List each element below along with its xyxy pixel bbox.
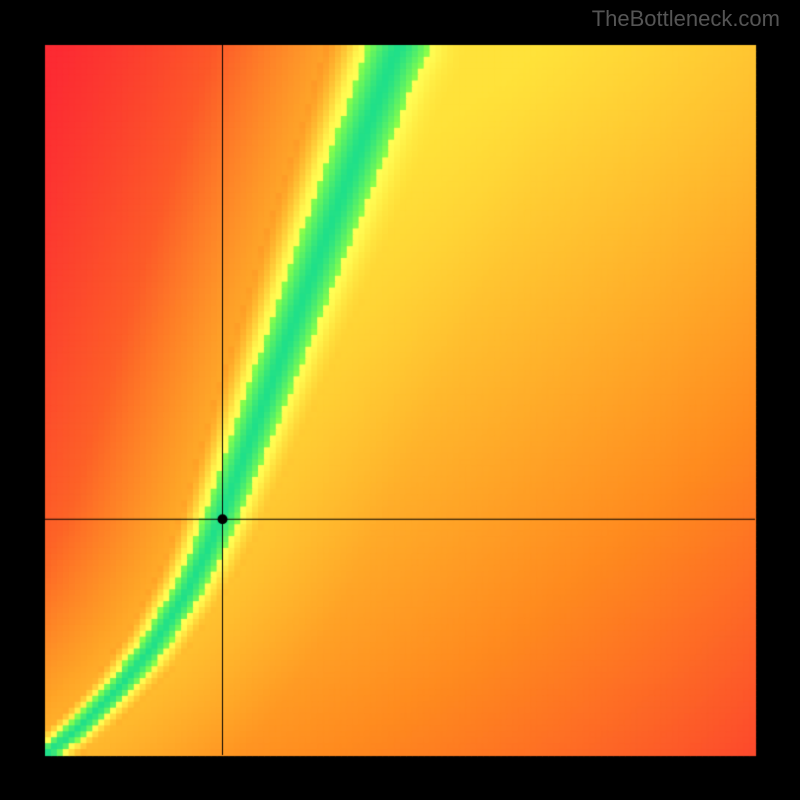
heatmap-canvas-wrap <box>0 0 800 800</box>
heatmap-canvas <box>0 0 800 800</box>
chart-container: TheBottleneck.com <box>0 0 800 800</box>
watermark-text: TheBottleneck.com <box>592 6 780 32</box>
